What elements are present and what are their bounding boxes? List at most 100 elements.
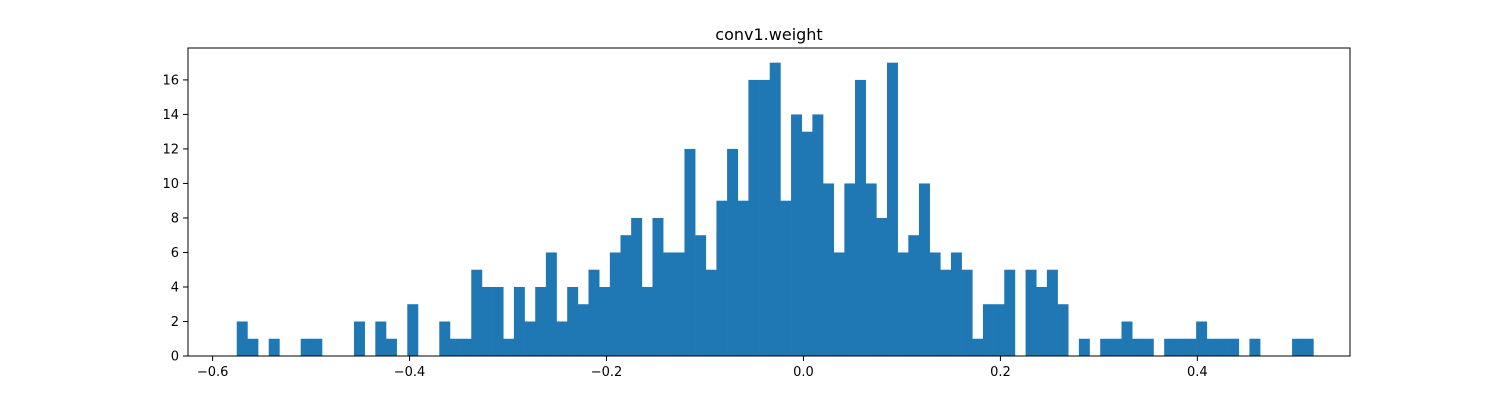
histogram-bar <box>460 338 472 356</box>
x-tick-label: −0.4 <box>394 365 426 380</box>
histogram-bar <box>311 338 323 356</box>
y-tick-label: 14 <box>162 108 179 123</box>
chart-title: conv1.weight <box>715 25 822 44</box>
histogram-bar <box>1185 338 1197 356</box>
histogram-bar <box>577 304 589 356</box>
histogram-bar <box>748 79 760 356</box>
x-tick-label: −0.6 <box>197 365 229 380</box>
histogram-bar <box>855 79 866 356</box>
histogram-bar <box>1302 338 1314 356</box>
histogram-bar <box>716 200 728 356</box>
histogram-bar <box>588 269 600 356</box>
histogram-bar <box>982 304 994 356</box>
y-tick-label: 0 <box>171 350 179 365</box>
histogram-bar <box>375 321 387 356</box>
y-tick-label: 2 <box>171 315 179 330</box>
histogram-bar <box>705 269 717 356</box>
histogram-bar <box>1100 338 1112 356</box>
histogram-bar <box>1132 338 1144 356</box>
histogram-bar <box>673 252 685 356</box>
histogram-bar <box>1004 269 1016 356</box>
histogram-bar <box>695 235 707 356</box>
histogram-bar <box>513 286 525 356</box>
histogram-bar <box>833 252 845 356</box>
histogram-bar <box>1142 338 1154 356</box>
histogram-bar <box>354 321 365 356</box>
histogram-bar <box>609 252 621 356</box>
histogram-bar <box>471 269 483 356</box>
histogram-bar <box>556 321 568 356</box>
histogram-bar <box>993 304 1005 356</box>
x-tick-label: 0.0 <box>793 365 814 380</box>
histogram-bar <box>492 286 504 356</box>
histogram-bar <box>663 252 675 356</box>
x-tick-label: 0.2 <box>990 365 1011 380</box>
histogram-bar <box>1164 338 1176 356</box>
y-tick-label: 12 <box>162 142 179 157</box>
histogram-bar <box>801 131 813 356</box>
histogram-bar <box>300 338 312 356</box>
y-axis: 0 2 4 6 8 10 12 14 16 <box>162 73 188 365</box>
histogram-bar <box>535 286 547 356</box>
histogram-bar <box>652 217 664 356</box>
histogram-bar <box>844 183 856 356</box>
histogram-bar <box>1292 338 1304 356</box>
histogram-bar <box>407 304 419 356</box>
histogram-bar <box>684 148 696 356</box>
histogram-bar <box>449 338 461 356</box>
histogram-bar <box>1025 269 1037 356</box>
histogram-bar <box>1228 338 1240 356</box>
histogram-bar <box>950 252 962 356</box>
histogram-bar <box>641 286 653 356</box>
histogram-bar <box>1249 338 1261 356</box>
x-tick-label: 0.4 <box>1187 365 1208 380</box>
histogram-bar <box>897 252 909 356</box>
histogram-bar <box>972 338 984 356</box>
histogram-bar <box>780 200 792 356</box>
histogram-bar <box>759 79 771 356</box>
plot-frame <box>187 47 1351 357</box>
histogram-bar <box>791 114 803 357</box>
histogram-bar <box>631 217 643 356</box>
histogram-bars <box>236 62 1314 357</box>
histogram-bar <box>929 252 941 356</box>
histogram-bar <box>1036 286 1048 356</box>
histogram-bar <box>439 321 451 356</box>
x-tick-label: −0.2 <box>591 365 623 380</box>
histogram-bar <box>1121 321 1133 356</box>
x-axis: −0.6 −0.4 −0.2 0.0 0.2 0.4 <box>197 356 1208 380</box>
histogram-bar <box>268 338 280 356</box>
histogram-bar <box>876 217 888 356</box>
y-tick-label: 6 <box>171 246 179 261</box>
histogram-bar <box>865 183 877 356</box>
y-tick-label: 8 <box>171 211 179 226</box>
histogram-bar <box>385 338 397 356</box>
histogram-bar <box>727 148 739 356</box>
histogram-bar <box>918 183 930 356</box>
histogram-bar <box>567 286 579 356</box>
histogram-bar <box>503 338 515 356</box>
histogram-bar <box>1174 338 1186 356</box>
histogram-bar <box>1217 338 1229 356</box>
y-tick-label: 16 <box>162 73 179 88</box>
histogram-bar <box>620 235 632 356</box>
histogram-bar <box>1057 304 1069 356</box>
histogram-bar <box>524 321 536 356</box>
histogram-bar <box>823 183 834 356</box>
histogram-bar <box>1046 269 1058 356</box>
histogram-bar <box>737 200 749 356</box>
histogram-bar <box>1110 338 1122 356</box>
histogram-bar <box>1078 338 1090 356</box>
histogram-bar <box>1206 338 1218 356</box>
histogram-bar <box>961 269 973 356</box>
histogram-bar <box>886 62 898 357</box>
y-tick-label: 10 <box>162 177 179 192</box>
y-tick-label: 4 <box>171 280 179 295</box>
histogram-bar <box>599 286 611 356</box>
histogram-bar <box>481 286 493 356</box>
histogram-bar <box>769 62 781 357</box>
histogram-bar <box>1196 321 1208 356</box>
histogram-bar <box>247 338 259 356</box>
histogram-bar <box>812 114 824 357</box>
